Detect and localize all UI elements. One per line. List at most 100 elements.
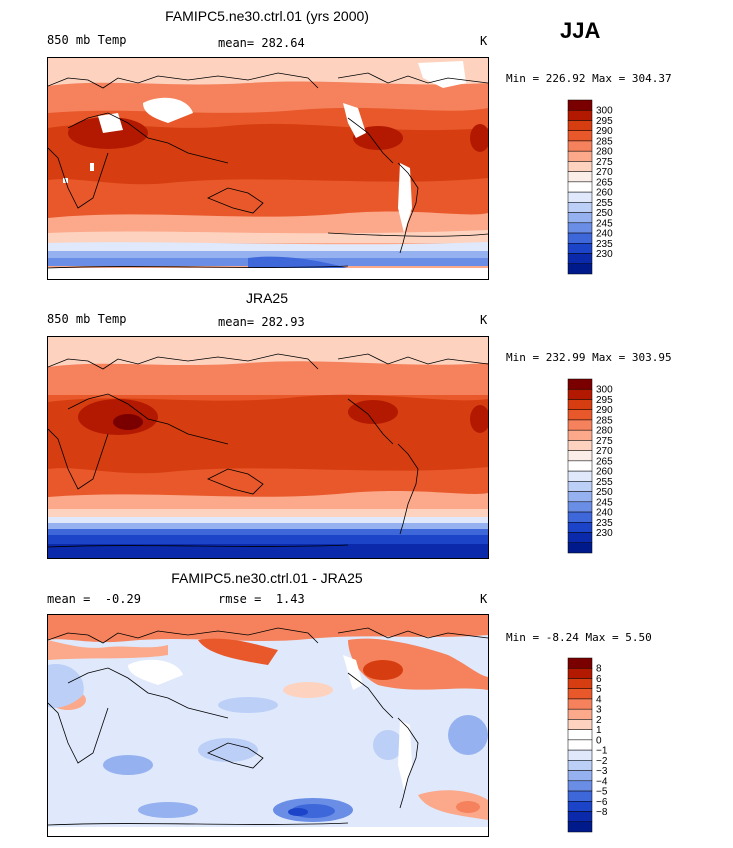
colorbar-swatch: [567, 109, 593, 121]
panel-1-colorbar: 300 295 290 285 280 275 270 265 260 255 250 245 240 2…: [567, 99, 628, 275]
colorbar-swatch: [567, 191, 593, 203]
panel-3-rmse: rmse = 1.43: [218, 592, 305, 606]
colorbar-swatch: [567, 491, 593, 503]
panel-1-mean: mean= 282.64: [218, 36, 305, 50]
colorbar-tick-label: 230: [596, 249, 613, 260]
panel-3-mean-value: -0.29: [104, 592, 141, 606]
panel-2-max-label: Max =: [592, 351, 626, 364]
colorbar-tick-label: 255: [596, 477, 613, 488]
colorbar-tick-label: 0: [596, 735, 602, 746]
colorbar-swatch: [567, 729, 593, 741]
panel-2-mean-label: mean=: [218, 315, 255, 329]
colorbar-tick-label: 2: [596, 715, 602, 726]
colorbar-swatch: [567, 522, 593, 533]
colorbar-tick-label: 240: [596, 229, 613, 240]
colorbar-tick-label: 260: [596, 467, 613, 478]
colorbar-tick-label: 300: [596, 385, 613, 396]
colorbar-tick-label: 265: [596, 456, 613, 467]
colorbar-tick-label: 235: [596, 239, 613, 250]
colorbar-swatch: [567, 780, 593, 792]
colorbar-tick-label: 230: [596, 528, 613, 539]
colorbar-swatch: [567, 470, 593, 482]
colorbar-tick-label: 5: [596, 684, 602, 695]
colorbar-tick-label: 245: [596, 218, 613, 229]
panel-3-rmse-label: rmse =: [218, 592, 262, 606]
colorbar-tick-label: 275: [596, 436, 613, 447]
colorbar-swatch: [567, 171, 593, 183]
panel-3-rmse-value: 1.43: [275, 592, 305, 606]
colorbar-swatch: [567, 698, 593, 710]
season-label: JJA: [560, 18, 601, 43]
colorbar-swatch: [567, 399, 593, 410]
colorbar-tick-label: 280: [596, 147, 613, 158]
colorbar-swatch: [567, 821, 593, 833]
colorbar-swatch: [567, 150, 593, 162]
colorbar-swatch: [567, 212, 593, 224]
panel-1-mean-value: 282.64: [261, 36, 305, 50]
colorbar-tick-label: 8: [596, 664, 602, 675]
panel-3-mean-label: mean =: [47, 592, 91, 606]
colorbar-swatch: [567, 202, 593, 213]
colorbar-tick-label: 4: [596, 694, 602, 705]
colorbar-swatch: [567, 130, 593, 142]
colorbar-swatch: [567, 460, 593, 472]
colorbar-tick-label: 295: [596, 116, 613, 127]
panel-2-map: [47, 336, 489, 559]
colorbar-tick-label: 270: [596, 446, 613, 457]
colorbar-swatch: [567, 501, 593, 513]
panel-3-colorbar: 8 6 5 4 3 2 1 0 −1 −2 −3 −4 −5 −6 −8: [567, 657, 628, 833]
colorbar-swatch: [567, 667, 593, 679]
panel-2-title: JRA25: [245, 290, 289, 306]
colorbar-swatch: [567, 140, 593, 152]
panel-3-min-label: Min =: [506, 631, 540, 644]
colorbar-swatch: [567, 749, 593, 761]
colorbar-swatch: [567, 161, 593, 172]
colorbar-swatch: [567, 243, 593, 254]
colorbar-swatch: [567, 450, 593, 462]
colorbar-tick-label: 250: [596, 487, 613, 498]
colorbar-swatch: [567, 99, 593, 111]
colorbar-tick-label: −8: [596, 807, 608, 818]
colorbar-swatch: [567, 678, 593, 689]
panel-3-unit: K: [480, 592, 488, 606]
colorbar-tick-label: −3: [596, 766, 608, 777]
colorbar-tick-label: −2: [596, 756, 608, 767]
colorbar-tick-label: 295: [596, 395, 613, 406]
panel-2-variable: 850 mb Temp: [47, 312, 127, 326]
panel-1-min-value: 226.92: [545, 72, 586, 85]
colorbar-tick-label: 260: [596, 188, 613, 199]
colorbar-tick-label: 240: [596, 508, 613, 519]
panel-1-min-label: Min =: [506, 72, 540, 85]
colorbar-tick-label: −4: [596, 776, 608, 787]
colorbar-swatch: [567, 770, 593, 782]
colorbar-swatch: [567, 429, 593, 441]
colorbar-swatch: [567, 511, 593, 523]
colorbar-swatch: [567, 790, 593, 802]
colorbar-tick-label: −1: [596, 746, 608, 757]
colorbar-tick-label: −5: [596, 787, 608, 798]
panel-2-colorbar: 300 295 290 285 280 275 270 265 260 255 250 245 240 2…: [567, 378, 628, 554]
panel-1-title: FAMIPC5.ne30.ctrl.01 (yrs 2000): [165, 8, 369, 24]
colorbar-tick-label: 275: [596, 157, 613, 168]
panel-3-max-label: Max =: [585, 631, 619, 644]
panel-1-minmax: Min = 226.92 Max = 304.37: [506, 72, 672, 85]
colorbar-tick-label: 290: [596, 405, 613, 416]
colorbar-swatch: [567, 181, 593, 193]
colorbar-tick-label: 6: [596, 674, 602, 685]
colorbar-tick-label: 280: [596, 426, 613, 437]
panel-3-max-value: 5.50: [625, 631, 652, 644]
panel-3-title: FAMIPC5.ne30.ctrl.01 - JRA25: [171, 570, 363, 586]
colorbar-swatch: [567, 419, 593, 431]
colorbar-swatch: [567, 222, 593, 234]
panel-2-max-value: 303.95: [631, 351, 672, 364]
colorbar-swatch: [567, 801, 593, 812]
colorbar-swatch: [567, 120, 593, 131]
panel-3-mean: mean = -0.29: [47, 592, 141, 606]
colorbar-swatch: [567, 253, 593, 265]
colorbar-tick-label: 285: [596, 415, 613, 426]
colorbar-swatch: [567, 719, 593, 730]
colorbar-tick-label: 300: [596, 106, 613, 117]
panel-2-min-value: 232.99: [545, 351, 586, 364]
colorbar-swatch: [567, 739, 593, 751]
colorbar-swatch: [567, 440, 593, 451]
